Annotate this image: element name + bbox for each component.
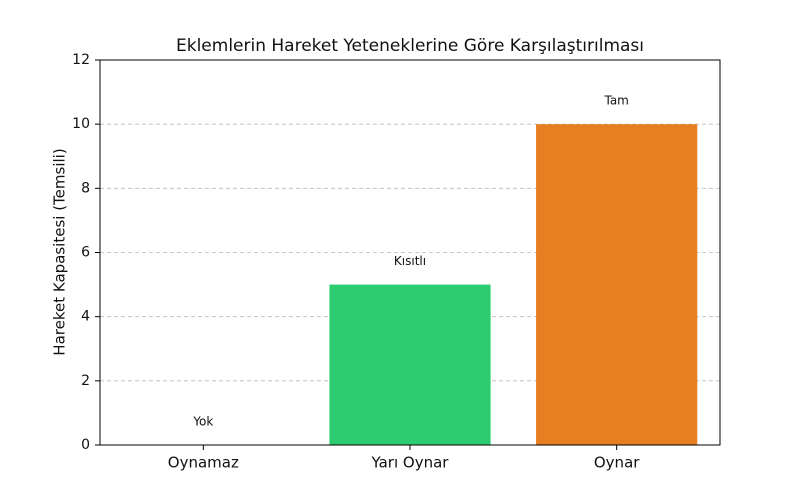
plot-frame xyxy=(99,59,721,446)
chart-title: Eklemlerin Hareket Yeteneklerine Göre Ka… xyxy=(176,36,644,56)
y-tick-label: 2 xyxy=(81,373,90,389)
y-tick-label: 0 xyxy=(81,437,90,453)
value-label: Tam xyxy=(603,94,628,108)
y-tick-label: 6 xyxy=(81,245,90,261)
y-tick-label: 8 xyxy=(81,180,90,196)
x-tick-label: Oynar xyxy=(594,454,640,472)
bar xyxy=(329,284,491,445)
y-tick-label: 12 xyxy=(72,52,90,68)
x-tick-label: Oynamaz xyxy=(168,454,239,472)
value-label: Yok xyxy=(192,415,213,429)
value-label: Kısıtlı xyxy=(394,254,426,268)
y-tick-label: 10 xyxy=(72,116,90,132)
y-axis-label: Hareket Kapasitesi (Temsili) xyxy=(51,148,69,355)
x-tick-label: Yarı Oynar xyxy=(371,454,450,472)
y-tick-label: 4 xyxy=(81,309,90,325)
bar xyxy=(536,124,698,446)
